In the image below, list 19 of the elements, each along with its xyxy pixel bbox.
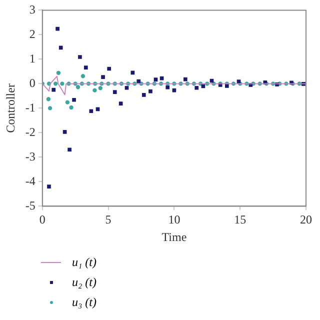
y-tick-label: -3 (25, 149, 36, 164)
y-tick-label: -1 (25, 100, 36, 114)
y-tick-label: 3 (29, 2, 36, 16)
y-tick-label: -2 (25, 124, 36, 139)
legend-label: u₁ (t) (72, 254, 96, 270)
x-axis-title: Time (162, 230, 187, 244)
legend-label: u₃ (t) (72, 294, 96, 310)
y-tick-label: 2 (29, 26, 36, 41)
y-tick-label: -4 (25, 174, 36, 188)
y-tick-label: -5 (25, 198, 36, 212)
y-tick-label: 1 (29, 51, 36, 66)
legend-label: u₂ (t) (72, 274, 96, 290)
x-tick-label: 20 (300, 212, 312, 227)
y-tick-label: 0 (29, 76, 36, 90)
x-tick-label: 5 (105, 212, 112, 227)
x-tick-label: 10 (168, 212, 180, 227)
x-tick-label: 15 (234, 212, 246, 227)
y-axis-title: Controller (3, 84, 18, 133)
x-tick-label: 0 (39, 212, 46, 227)
